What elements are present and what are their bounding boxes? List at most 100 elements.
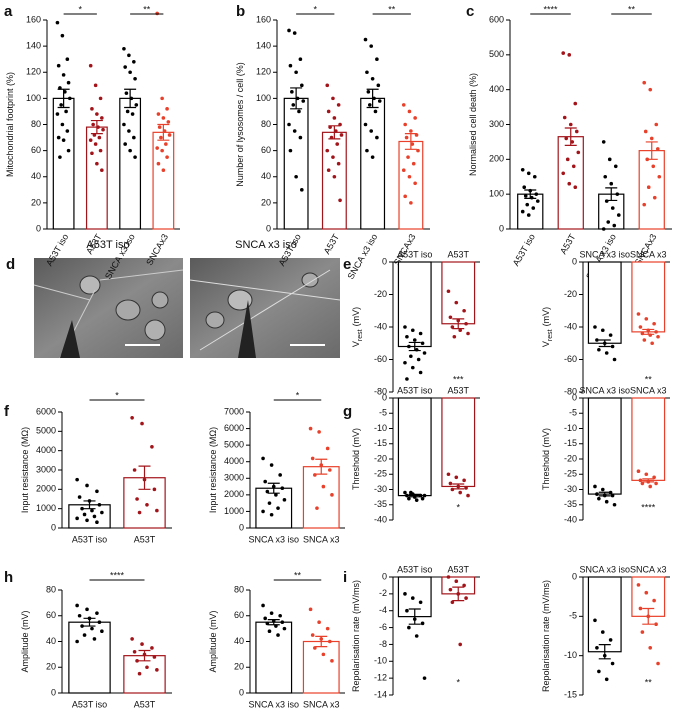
y-tick-label: -8 — [379, 639, 387, 649]
data-point — [604, 677, 609, 682]
data-point — [331, 96, 335, 101]
y-tick-label: -6 — [379, 622, 387, 632]
error-bar — [267, 482, 280, 494]
data-point — [607, 157, 612, 162]
y-axis-label: Amplitude (mV) — [208, 610, 218, 672]
data-point — [604, 351, 609, 355]
y-axis-label-text: Repolarisation rate (mV/ms) — [541, 580, 551, 692]
y-tick-label: 60 — [46, 610, 56, 620]
data-point — [657, 174, 662, 179]
data-point — [95, 112, 99, 116]
data-point — [82, 633, 87, 637]
y-tick-label: 0 — [572, 392, 577, 402]
data-point — [128, 148, 132, 153]
data-point — [403, 194, 407, 199]
data-point — [56, 63, 61, 68]
y-tick-label: -60 — [564, 354, 577, 364]
data-point — [422, 676, 427, 680]
y-tick-label: -10 — [564, 650, 577, 660]
y-tick-label: 120 — [26, 67, 41, 77]
y-tick-label: -60 — [374, 354, 387, 364]
significance-label: **** — [641, 502, 656, 512]
panel-letter: e — [343, 256, 351, 273]
y-tick-label: 140 — [256, 41, 271, 51]
y-tick-label: -40 — [564, 321, 577, 331]
significance-label: **** — [110, 570, 125, 580]
data-point — [407, 625, 411, 630]
data-point — [123, 142, 127, 146]
data-point — [532, 174, 537, 179]
y-tick-label: 3000 — [36, 464, 56, 474]
data-point — [603, 174, 608, 179]
data-point — [61, 138, 66, 142]
data-point — [80, 624, 84, 628]
y-axis-label-text: Input resistance (MΩ) — [20, 427, 30, 513]
error-bar — [452, 483, 465, 490]
y-tick-label: 20 — [46, 662, 56, 672]
y-tick-label: 3000 — [224, 473, 244, 483]
data-point — [464, 321, 468, 326]
data-point — [66, 80, 71, 85]
data-point — [130, 112, 135, 116]
y-tick-label: 0 — [382, 392, 387, 402]
data-point — [525, 202, 530, 207]
data-point — [403, 325, 407, 329]
x-tick-label: SNCA x3 iso — [579, 249, 630, 259]
data-point — [325, 446, 330, 451]
data-point — [462, 583, 466, 588]
data-point — [65, 129, 70, 133]
data-point — [597, 496, 601, 501]
data-point — [601, 140, 606, 144]
y-tick-label: 1000 — [224, 506, 244, 516]
data-point — [609, 181, 614, 186]
data-point — [326, 168, 331, 173]
data-point — [373, 109, 378, 114]
data-point — [407, 109, 412, 114]
y-tick-label: 40 — [234, 636, 244, 646]
error-bar — [598, 644, 611, 660]
bar — [631, 261, 666, 333]
data-point — [418, 370, 423, 375]
data-point — [308, 607, 313, 612]
y-axis-label: Normalised cell death (%) — [468, 73, 478, 176]
data-point — [454, 300, 459, 305]
significance-label: * — [78, 4, 82, 14]
data-point — [75, 603, 79, 608]
bar — [255, 621, 293, 694]
data-point — [85, 483, 89, 488]
data-point — [310, 456, 315, 461]
data-point — [412, 338, 417, 342]
data-point — [161, 116, 166, 120]
data-point — [406, 155, 410, 159]
data-point — [308, 426, 313, 431]
data-point — [466, 493, 470, 498]
data-point — [294, 70, 298, 75]
data-point — [401, 168, 406, 173]
bar — [587, 261, 622, 344]
panel-letter: h — [4, 569, 13, 586]
panel-letter: c — [466, 3, 474, 20]
x-tick-label: A53T — [447, 249, 469, 259]
data-point — [165, 155, 169, 159]
data-point — [278, 613, 282, 618]
data-point — [407, 496, 411, 501]
error-bar — [138, 465, 151, 490]
data-point — [363, 37, 368, 42]
data-point — [593, 484, 597, 489]
data-point — [654, 330, 658, 334]
data-point — [100, 168, 104, 173]
data-point — [375, 57, 379, 61]
y-tick-label: -20 — [564, 453, 577, 463]
data-point — [409, 129, 413, 133]
data-point — [600, 487, 605, 492]
y-tick-label: 6000 — [36, 406, 56, 416]
data-point — [294, 174, 298, 179]
data-point — [446, 289, 451, 294]
error-bar — [642, 328, 655, 335]
error-bar — [408, 493, 421, 498]
y-tick-label: 0 — [51, 687, 56, 697]
data-point — [522, 185, 527, 189]
panel-letter: g — [343, 403, 352, 420]
data-point — [269, 512, 274, 517]
